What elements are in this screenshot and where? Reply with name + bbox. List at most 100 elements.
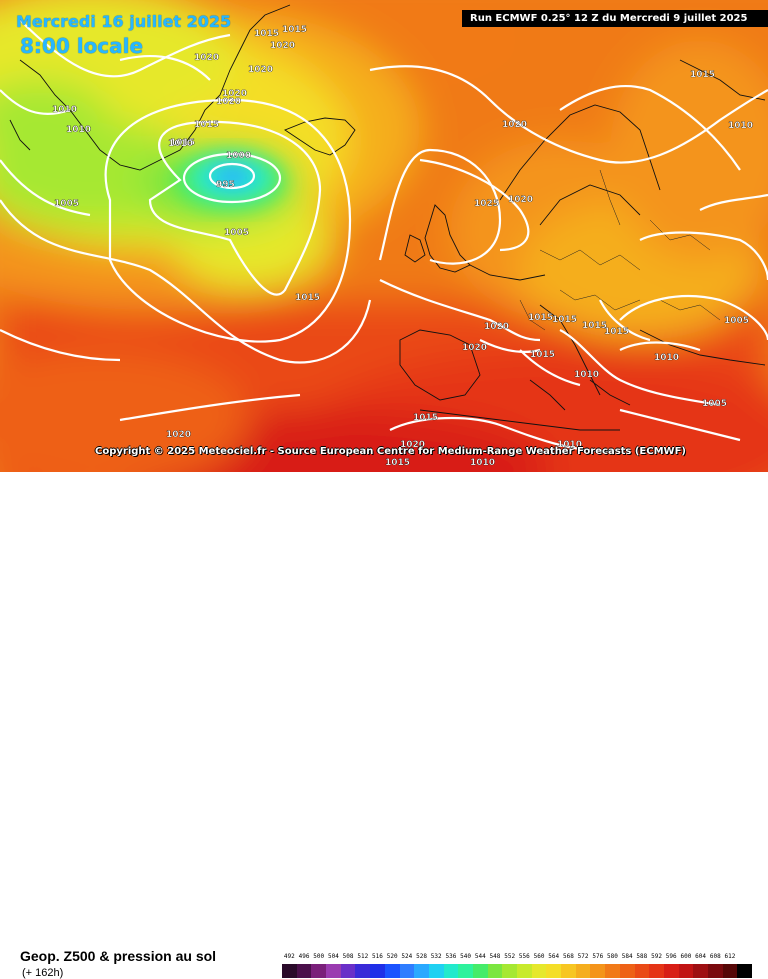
scale-label: 596 [665,953,677,960]
forecast-map: 1015101510201020102010201020101510101010… [0,0,768,472]
scale-swatch [384,964,400,978]
isobar-label: 1005 [702,399,727,409]
scale-label: 576 [592,953,604,960]
scale-swatch [561,964,576,978]
scale-label: 564 [548,953,560,960]
scale-swatch [311,964,327,978]
isobar-label: 1010 [728,121,753,131]
isobar-label: 1015 [413,413,438,423]
scale-swatch [296,964,312,978]
scale-label: 492 [283,953,295,960]
isobar-label: 1015 [604,327,629,337]
color-scale-swatches [282,964,752,978]
isobar-label: 1020 [400,440,425,450]
isobar-label: 1015 [690,70,715,80]
isobar-label: 1010 [470,458,495,468]
scale-label: 496 [298,953,310,960]
isobar-label: 1020 [484,322,509,332]
scale-swatch [707,964,723,978]
isobar-label: 1020 [166,430,191,440]
isobar-label: 1020 [248,65,273,75]
scale-swatch [663,964,679,978]
isobar-label: 995 [216,180,235,190]
isobar-label: 1010 [52,105,77,115]
copyright-notice: Copyright © 2025 Meteociel.fr - Source E… [95,446,686,457]
isobar-label: 1015 [552,315,577,325]
scale-label: 548 [489,953,501,960]
scale-label: 544 [474,953,486,960]
scale-swatch [326,964,341,978]
scale-label: 512 [357,953,369,960]
scale-label: 516 [372,953,383,960]
isobar-label: 1015 [295,293,320,303]
scale-swatch [502,964,517,978]
isobar-labels: 1015101510201020102010201020101510101010… [52,25,753,468]
isobar-label: 1010 [557,440,582,450]
isobar-label: 1005 [224,228,249,238]
isobar-label: 1015 [582,321,607,331]
scale-label: 524 [401,953,413,960]
scale-swatch [340,964,356,978]
scale-label: 540 [460,953,472,960]
isobar-label: 1015 [528,313,553,323]
coastlines [9,4,766,431]
scale-swatch [428,964,444,978]
isobar-label: 1020 [508,195,533,205]
scale-swatch [472,964,488,978]
scale-label: 504 [327,953,339,960]
scale-label: 532 [430,953,442,960]
scale-swatch [282,964,297,978]
isobar-label: 1010 [654,353,679,363]
scale-swatch [443,964,459,978]
isobar-label: 1015 [194,120,219,130]
isobar-label: 1020 [462,343,487,353]
scale-label: 556 [518,953,530,960]
scale-swatch [737,964,752,978]
field-title: Geop. Z500 & pression au sol [20,948,217,964]
scale-label: 528 [416,953,427,960]
scale-swatch [634,964,650,978]
scale-swatch [722,964,738,978]
color-scale: 492 496 500 504 508 512 516 520 524 528 532 536 540 5… [282,953,752,978]
scale-label: 584 [621,953,633,960]
scale-swatch [487,964,503,978]
scale-label: 508 [342,953,354,960]
scale-label: 592 [651,953,662,960]
scale-label [737,953,752,963]
isobar-label: 1000 [226,151,251,161]
low-core [175,150,285,210]
isobar-label: 1010 [168,139,193,149]
scale-swatch [590,964,606,978]
isobar-label: 1020 [502,120,527,130]
forecast-date: Mercredi 16 juillet 2025 [16,12,232,31]
scale-swatch [370,964,385,978]
scale-label: 600 [680,953,692,960]
scale-swatch [575,964,591,978]
scale-swatch [693,964,708,978]
geopotential-field [0,0,768,472]
isobar-label: 1005 [54,199,79,209]
isobar-label: 1010 [574,370,599,380]
legend-footer: Geop. Z500 & pression au sol (+ 162h) 49… [0,472,768,979]
scale-label: 552 [504,953,516,960]
isobar-label: 1020 [270,41,295,51]
scale-label: 536 [445,953,457,960]
color-scale-labels: 492 496 500 504 508 512 516 520 524 528 532 536 540 5… [282,953,752,963]
scale-swatch [546,964,562,978]
scale-label: 520 [386,953,398,960]
scale-swatch [678,964,694,978]
isobar-label: 1015 [385,458,410,468]
isobar-label: 1010 [66,125,91,135]
scale-label: 604 [695,953,707,960]
isobar-label: 1020 [216,97,241,107]
scale-label: 608 [709,953,721,960]
scale-swatch [458,964,473,978]
scale-swatch [605,964,620,978]
scale-label: 612 [724,953,736,960]
scale-swatch [531,964,547,978]
isobar-label: 1015 [254,29,279,39]
isobar-label: 1015 [170,138,195,148]
scale-swatch [649,964,664,978]
isobar-label: 1025 [474,199,499,209]
